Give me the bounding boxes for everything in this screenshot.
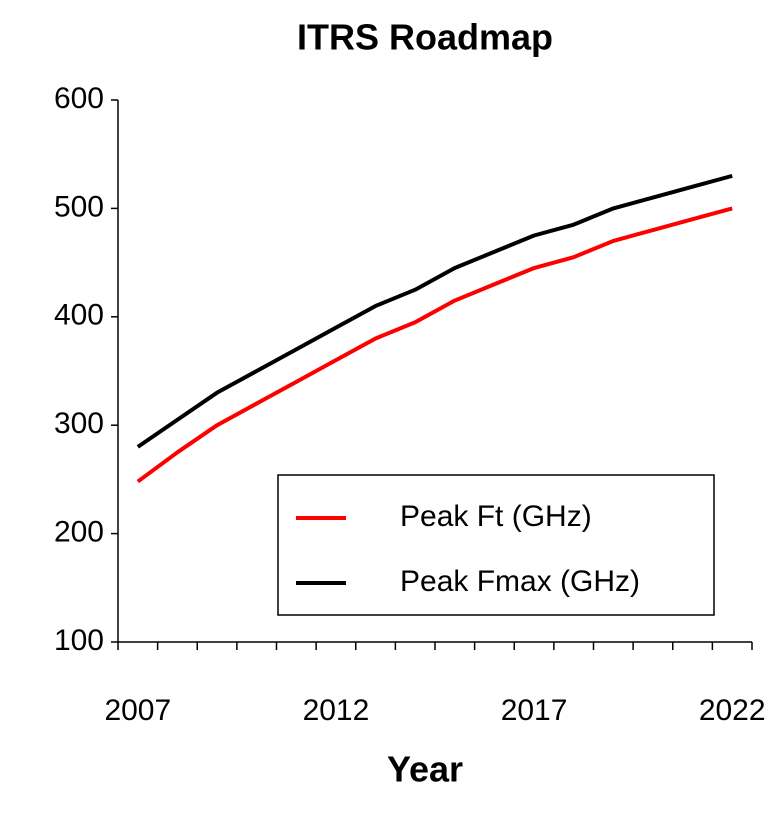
legend-label: Peak Fmax (GHz) [400,565,640,598]
y-tick-label: 500 [54,190,104,223]
y-tick-label: 100 [54,624,104,657]
chart-title: ITRS Roadmap [297,17,553,58]
x-tick-label: 2022 [699,694,766,727]
y-tick-label: 200 [54,516,104,549]
series-line [136,173,733,449]
y-tick-label: 300 [54,407,104,440]
x-tick-label: 2012 [303,694,370,727]
x-tick-label: 2017 [501,694,568,727]
series-line [136,206,733,484]
legend-box [277,474,715,616]
y-tick-label: 600 [54,82,104,115]
x-axis-title: Year [387,749,463,790]
x-tick-label: 2007 [104,694,171,727]
legend-label: Peak Ft (GHz) [400,500,592,533]
y-tick-label: 400 [54,299,104,332]
